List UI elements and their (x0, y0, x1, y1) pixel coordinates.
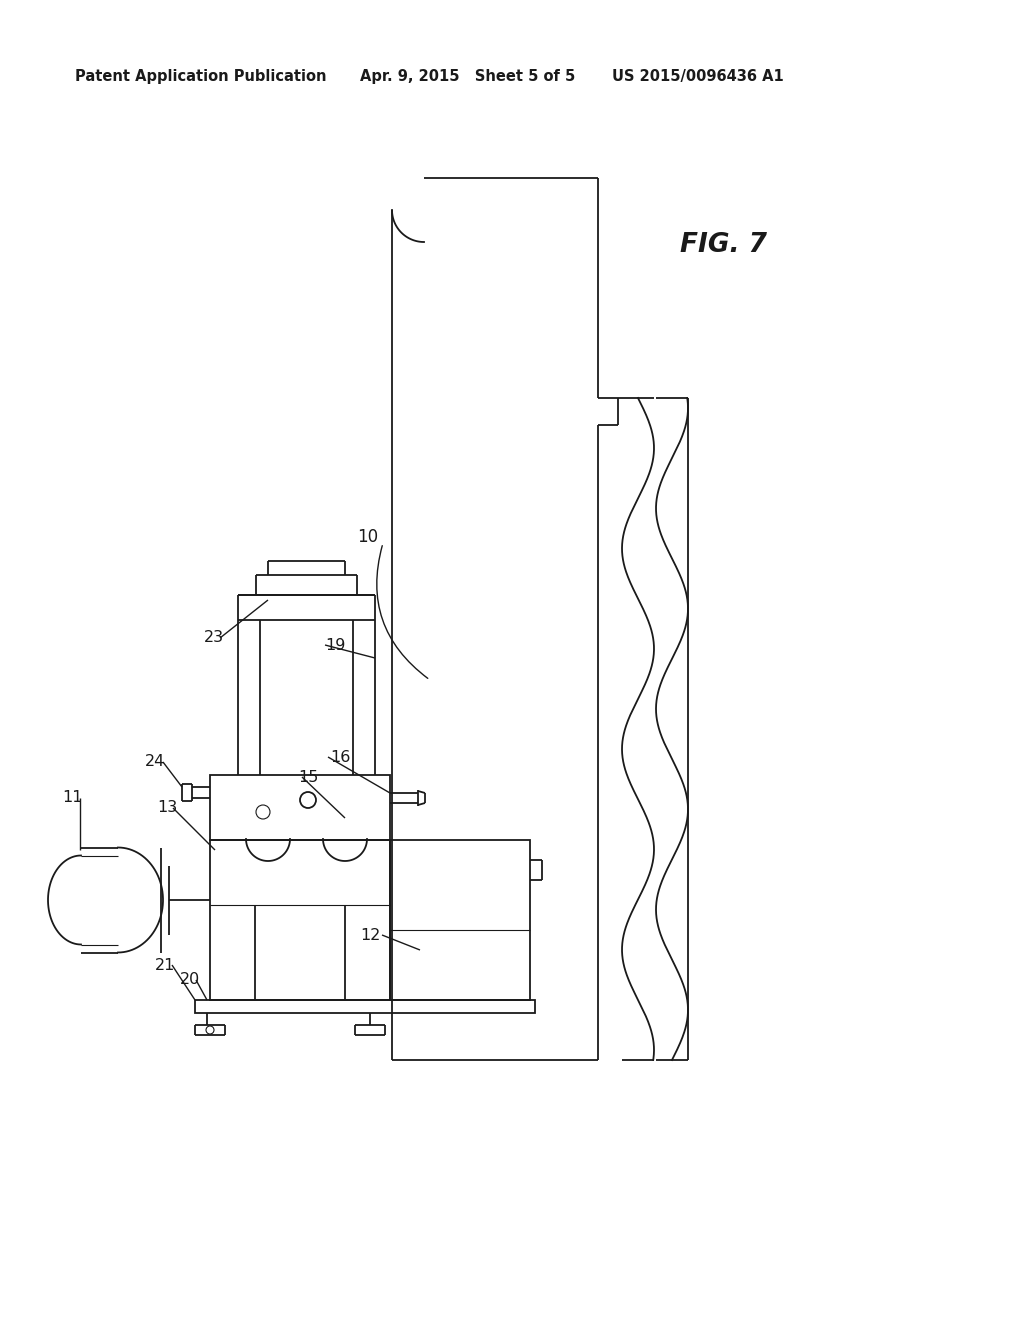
Text: 16: 16 (330, 750, 350, 764)
Bar (195, 1001, 535, 1012)
Text: Patent Application Publication: Patent Application Publication (75, 70, 327, 84)
Text: 10: 10 (357, 528, 379, 546)
Text: 19: 19 (325, 638, 345, 652)
Text: 21: 21 (155, 957, 175, 973)
Text: 11: 11 (62, 791, 83, 805)
Text: 24: 24 (144, 755, 165, 770)
Text: Apr. 9, 2015   Sheet 5 of 5: Apr. 9, 2015 Sheet 5 of 5 (360, 70, 575, 84)
Bar (390, 840, 530, 1001)
Bar (210, 775, 390, 840)
Text: 12: 12 (359, 928, 380, 942)
Text: 13: 13 (157, 800, 177, 816)
Text: 20: 20 (180, 973, 200, 987)
Text: US 2015/0096436 A1: US 2015/0096436 A1 (612, 70, 783, 84)
Text: FIG. 7: FIG. 7 (680, 232, 767, 257)
Text: 15: 15 (298, 771, 318, 785)
Text: 23: 23 (204, 630, 224, 644)
Bar (210, 840, 390, 1001)
